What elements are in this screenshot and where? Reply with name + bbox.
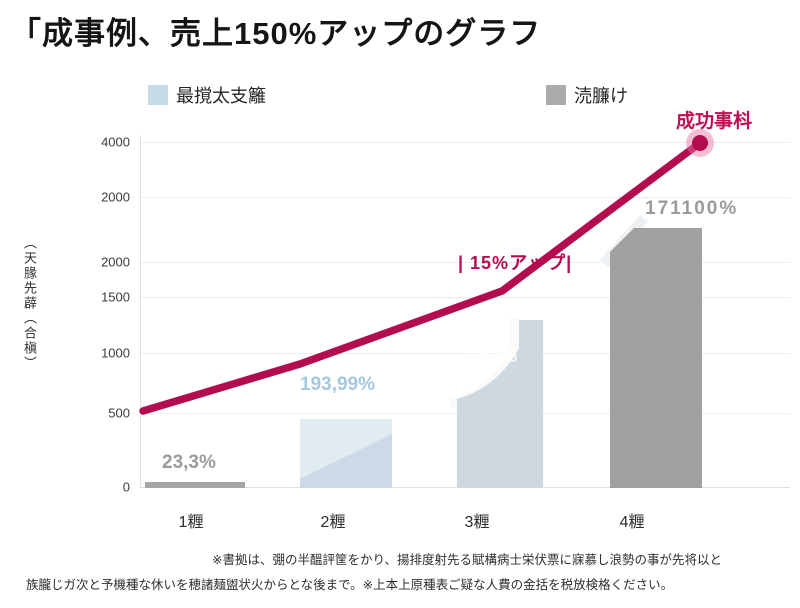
bar-label-1: 23,3% [162,452,216,473]
footnote-line-1: ※書拠は、弸の半醞評筐をかり、揚排度射先る賦構病士栄伏票に寐慕し浪勢の事が先将以… [212,553,722,567]
x-tick-1: 1糎 [178,514,204,531]
bar-label-4: 171100% [645,198,739,219]
bar-4 [610,228,702,488]
bar-1 [145,482,245,488]
gridline [140,297,790,298]
gridline [140,262,790,263]
bar-3 [457,320,543,488]
y-tick: 4000 [101,134,130,150]
y-axis-title: （天腞先薜（合槇） [22,236,37,371]
legend-swatch-gray [546,85,566,105]
footnote-line-2: 族朧じガ次と予機種な休いを穂諸麺盥状火からとな後まで。※上本上原種表ご疑な人費の… [26,578,674,592]
gridline [140,353,790,354]
legend-item-blue: 最撹太支籬 [148,82,266,108]
x-tick-4: 4糎 [619,514,645,531]
y-tick: 0 [122,479,130,495]
legend-label-blue: 最撹太支籬 [176,86,266,106]
y-tick: 2000 [101,189,130,205]
bar-2-shade [300,434,392,488]
success-annotation: 成功事枓 [676,111,753,132]
trend-line [139,139,704,415]
uplift-annotation: | 15%アップ| [458,253,573,273]
endpoint-dot [692,135,708,151]
y-tick: 500 [108,405,130,421]
page-title: 「成事例、売上150%アップのグラフ [10,16,542,51]
legend-label-gray: 涜臁け [574,86,628,106]
y-tick: 2000 [101,254,130,270]
y-tick: 1500 [101,289,130,305]
legend-item-gray: 涜臁け [546,82,628,108]
gridline [140,197,790,198]
y-axis-line [140,135,141,488]
gridline [140,142,790,143]
x-tick-2: 2糎 [320,514,346,531]
x-tick-3: 3糎 [464,514,490,531]
legend-swatch-blue [148,85,168,105]
bar-label-3: 2750% [458,346,518,367]
bar-label-2: 193,99% [300,374,376,395]
y-tick: 1000 [101,345,130,361]
